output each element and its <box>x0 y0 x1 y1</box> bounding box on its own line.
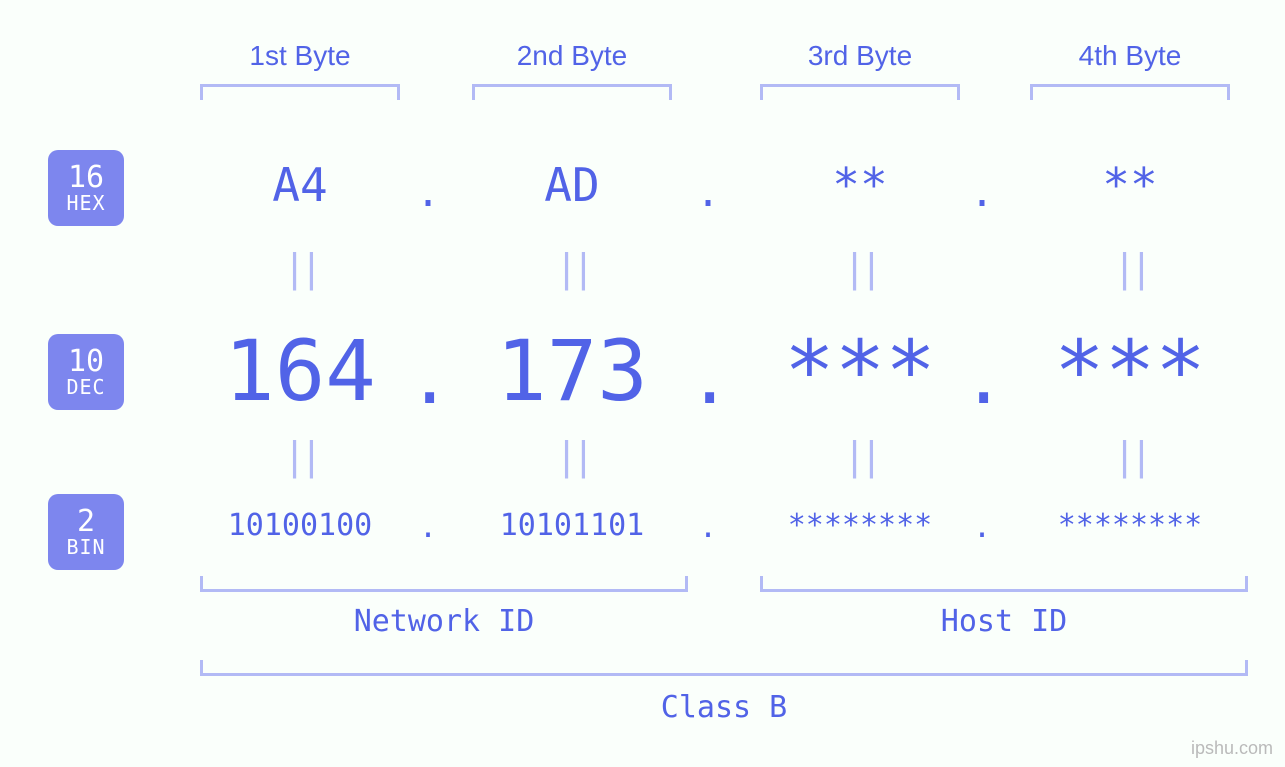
equals-dec-bin-1: || <box>180 434 420 478</box>
dec-byte-1: 164 <box>180 322 420 420</box>
byte-bracket-3 <box>760 84 960 100</box>
host-id-label: Host ID <box>760 604 1248 639</box>
hex-byte-1: A4 <box>180 158 420 212</box>
bin-dot-1: . <box>408 510 448 545</box>
byte-header-4: 4th Byte <box>1010 40 1250 72</box>
equals-hex-dec-1: || <box>180 246 420 290</box>
equals-dec-bin-3: || <box>740 434 980 478</box>
network-id-label: Network ID <box>200 604 688 639</box>
dec-dot-1: . <box>408 336 448 420</box>
equals-hex-dec-3: || <box>740 246 980 290</box>
dec-dot-2: . <box>688 336 728 420</box>
dec-badge-base: 10 <box>68 346 104 378</box>
bin-byte-4: ******** <box>1010 508 1250 543</box>
bin-badge: 2 BIN <box>48 494 124 570</box>
byte-header-2: 2nd Byte <box>452 40 692 72</box>
hex-dot-1: . <box>408 170 448 216</box>
byte-bracket-2 <box>472 84 672 100</box>
bin-badge-suffix: BIN <box>66 537 105 558</box>
dec-byte-4: *** <box>1010 322 1250 420</box>
hex-badge: 16 HEX <box>48 150 124 226</box>
hex-dot-2: . <box>688 170 728 216</box>
dec-byte-3: *** <box>740 322 980 420</box>
byte-header-1: 1st Byte <box>180 40 420 72</box>
dec-badge: 10 DEC <box>48 334 124 410</box>
hex-byte-4: ** <box>1010 158 1250 212</box>
hex-badge-suffix: HEX <box>66 193 105 214</box>
byte-bracket-1 <box>200 84 400 100</box>
hex-dot-3: . <box>962 170 1002 216</box>
bin-dot-2: . <box>688 510 728 545</box>
equals-dec-bin-2: || <box>452 434 692 478</box>
equals-hex-dec-4: || <box>1010 246 1250 290</box>
network-id-bracket <box>200 576 688 592</box>
hex-byte-2: AD <box>452 158 692 212</box>
bin-byte-3: ******** <box>740 508 980 543</box>
class-label: Class B <box>200 690 1248 725</box>
dec-dot-3: . <box>962 336 1002 420</box>
byte-header-3: 3rd Byte <box>740 40 980 72</box>
bin-dot-3: . <box>962 510 1002 545</box>
host-id-bracket <box>760 576 1248 592</box>
watermark: ipshu.com <box>1191 738 1273 759</box>
equals-dec-bin-4: || <box>1010 434 1250 478</box>
hex-badge-base: 16 <box>68 162 104 194</box>
class-bracket <box>200 660 1248 676</box>
byte-bracket-4 <box>1030 84 1230 100</box>
bin-byte-2: 10101101 <box>452 508 692 543</box>
bin-byte-1: 10100100 <box>180 508 420 543</box>
dec-byte-2: 173 <box>452 322 692 420</box>
bin-badge-base: 2 <box>77 506 95 538</box>
equals-hex-dec-2: || <box>452 246 692 290</box>
hex-byte-3: ** <box>740 158 980 212</box>
dec-badge-suffix: DEC <box>66 377 105 398</box>
